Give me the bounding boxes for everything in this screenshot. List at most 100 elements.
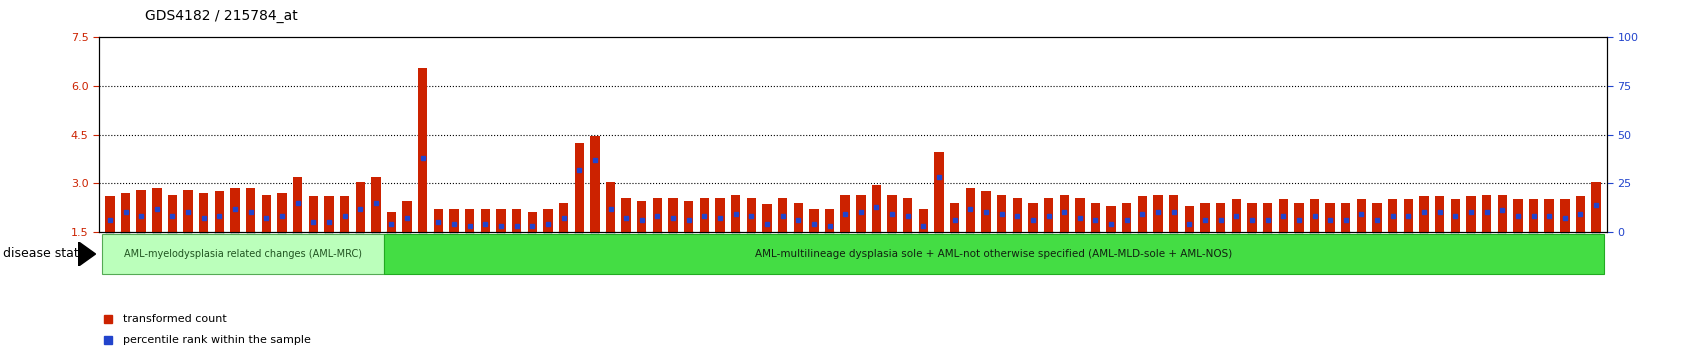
Bar: [199, 193, 208, 232]
Bar: [106, 196, 114, 232]
Bar: [418, 68, 428, 232]
Bar: [730, 195, 740, 232]
Bar: [465, 209, 474, 232]
Bar: [355, 182, 365, 232]
Text: transformed count: transformed count: [123, 314, 227, 324]
Text: AML-multilineage dysplasia sole + AML-not otherwise specified (AML-MLD-sole + AM: AML-multilineage dysplasia sole + AML-no…: [755, 249, 1231, 259]
Bar: [1028, 202, 1037, 232]
Bar: [1089, 202, 1100, 232]
Bar: [1591, 182, 1599, 232]
Bar: [1482, 195, 1490, 232]
Bar: [1449, 199, 1459, 232]
Bar: [246, 188, 256, 232]
Bar: [527, 212, 537, 232]
Bar: [996, 195, 1006, 232]
Bar: [902, 198, 912, 232]
Bar: [575, 143, 583, 232]
Bar: [261, 195, 271, 232]
Bar: [1325, 202, 1333, 232]
Bar: [1231, 199, 1240, 232]
Bar: [433, 209, 443, 232]
Bar: [1497, 195, 1506, 232]
Bar: [1294, 202, 1303, 232]
Bar: [496, 209, 505, 232]
Bar: [1543, 199, 1553, 232]
Bar: [481, 209, 489, 232]
Bar: [808, 209, 818, 232]
Bar: [856, 195, 864, 232]
Bar: [230, 188, 240, 232]
Bar: [934, 152, 943, 232]
Bar: [387, 212, 396, 232]
Bar: [215, 191, 223, 232]
Bar: [1168, 195, 1178, 232]
Bar: [184, 190, 193, 232]
Bar: [714, 198, 725, 232]
Bar: [590, 136, 598, 232]
Bar: [1388, 199, 1396, 232]
Bar: [1371, 202, 1381, 232]
Bar: [777, 198, 786, 232]
Text: disease state: disease state: [3, 247, 87, 261]
Bar: [1465, 196, 1475, 232]
Bar: [919, 209, 928, 232]
Bar: [1528, 199, 1538, 232]
Bar: [339, 196, 350, 232]
Text: AML-myelodysplasia related changes (AML-MRC): AML-myelodysplasia related changes (AML-…: [124, 249, 361, 259]
Text: percentile rank within the sample: percentile rank within the sample: [123, 335, 310, 345]
Bar: [1434, 196, 1444, 232]
Bar: [152, 188, 162, 232]
Bar: [699, 198, 709, 232]
Bar: [1200, 202, 1209, 232]
Bar: [747, 198, 755, 232]
Bar: [559, 202, 568, 232]
Bar: [793, 202, 803, 232]
Bar: [1013, 198, 1021, 232]
Bar: [512, 209, 522, 232]
Bar: [965, 188, 975, 232]
Bar: [653, 198, 662, 232]
Bar: [871, 185, 881, 232]
Bar: [1575, 196, 1584, 232]
Bar: [102, 234, 384, 274]
Bar: [668, 198, 677, 232]
Bar: [1262, 202, 1272, 232]
Bar: [1512, 199, 1521, 232]
Bar: [1107, 206, 1115, 232]
Bar: [278, 193, 286, 232]
Bar: [372, 177, 380, 232]
Bar: [1183, 206, 1194, 232]
Bar: [542, 209, 552, 232]
Bar: [324, 196, 334, 232]
Bar: [1074, 198, 1084, 232]
Bar: [1059, 195, 1069, 232]
Bar: [1122, 202, 1130, 232]
Bar: [1419, 196, 1427, 232]
Bar: [762, 204, 771, 232]
Bar: [1043, 198, 1052, 232]
Bar: [824, 209, 834, 232]
Bar: [1277, 199, 1287, 232]
Bar: [384, 234, 1603, 274]
Bar: [684, 201, 692, 232]
Bar: [636, 201, 646, 232]
Bar: [1153, 195, 1163, 232]
Bar: [1403, 199, 1412, 232]
Bar: [293, 177, 302, 232]
Bar: [1355, 199, 1366, 232]
Polygon shape: [78, 242, 95, 266]
Bar: [887, 195, 897, 232]
Bar: [1558, 199, 1569, 232]
Bar: [167, 195, 177, 232]
Bar: [1216, 202, 1224, 232]
Bar: [448, 209, 459, 232]
Bar: [621, 198, 631, 232]
Bar: [309, 196, 317, 232]
Bar: [605, 182, 616, 232]
Bar: [402, 201, 411, 232]
Bar: [841, 195, 849, 232]
Bar: [136, 190, 147, 232]
Bar: [1340, 202, 1350, 232]
Bar: [1246, 202, 1257, 232]
Bar: [121, 193, 130, 232]
